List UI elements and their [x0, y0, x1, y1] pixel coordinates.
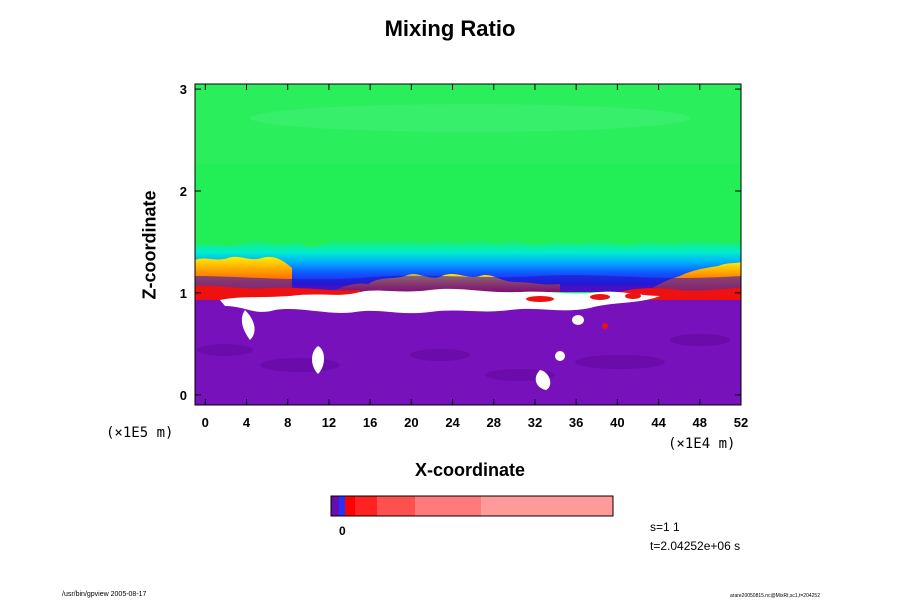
x-tick-label: 12 [322, 415, 336, 430]
colorbar [330, 495, 614, 517]
footer-right-text: arare20050815.nc@MixRt,sc1,t=204252 [730, 593, 820, 599]
y-tick-labels: 0 1 2 3 [180, 82, 187, 403]
field-white-blob-1 [241, 310, 255, 340]
x-tick-label: 48 [693, 415, 707, 430]
field-white-region [220, 288, 660, 314]
time-index-text: s=1 1 [650, 520, 680, 534]
chart-title: Mixing Ratio [384, 16, 516, 41]
y-scale-note: (×1E5 m) [106, 425, 174, 441]
heatmap-field [195, 84, 741, 405]
field-white-blob-5 [572, 315, 584, 325]
x-tick-label: 44 [651, 415, 666, 430]
colorbar-segment [339, 496, 345, 516]
x-tick-label: 16 [363, 415, 377, 430]
colorbar-frame [330, 495, 614, 517]
y-axis-label: Z-coordinate [139, 190, 160, 300]
colorbar-segment [355, 496, 377, 516]
y-tick-label: 3 [180, 82, 187, 97]
field-top-highlight [250, 104, 690, 132]
y-tick-label: 2 [180, 184, 187, 199]
x-tick-labels: 0 4 8 12 16 20 24 28 32 36 40 44 48 52 [202, 415, 749, 430]
x-tick-label: 20 [404, 415, 418, 430]
x-tick-label: 0 [202, 415, 209, 430]
field-white-blob-3 [535, 370, 551, 390]
y-tick-label: 1 [180, 286, 187, 301]
field-dark-blue-ridge [195, 275, 741, 292]
x-axis-label: X-coordinate [414, 460, 525, 480]
x-tick-label: 4 [243, 415, 251, 430]
footer-left-text: /usr/bin/gpview 2005-08-17 [62, 591, 147, 598]
x-tick-label: 52 [734, 415, 748, 430]
y-tick-label: 0 [180, 388, 187, 403]
colorbar-segment [415, 496, 481, 516]
field-lower-layer [195, 295, 741, 405]
x-tick-label: 32 [528, 415, 542, 430]
colorbar-tick-label: 0 [339, 524, 346, 538]
colorbar-segment [481, 496, 613, 516]
colorbar-segment [345, 496, 355, 516]
field-white-blob-2 [312, 346, 324, 374]
field-red-lenses [526, 293, 641, 329]
x-scale-note: (×1E4 m) [668, 436, 736, 452]
plot-frame [194, 83, 742, 406]
x-tick-label: 40 [610, 415, 624, 430]
x-tick-label: 24 [445, 415, 460, 430]
colorbar-segment [377, 496, 415, 516]
x-tick-label: 28 [487, 415, 501, 430]
x-tick-label: 36 [569, 415, 583, 430]
x-tick-label: 8 [284, 415, 291, 430]
time-value-text: t=2.04252e+06 s [650, 539, 741, 553]
field-white-blob-4 [555, 351, 565, 361]
tick-marks [195, 84, 742, 405]
colorbar-segment [331, 496, 339, 516]
